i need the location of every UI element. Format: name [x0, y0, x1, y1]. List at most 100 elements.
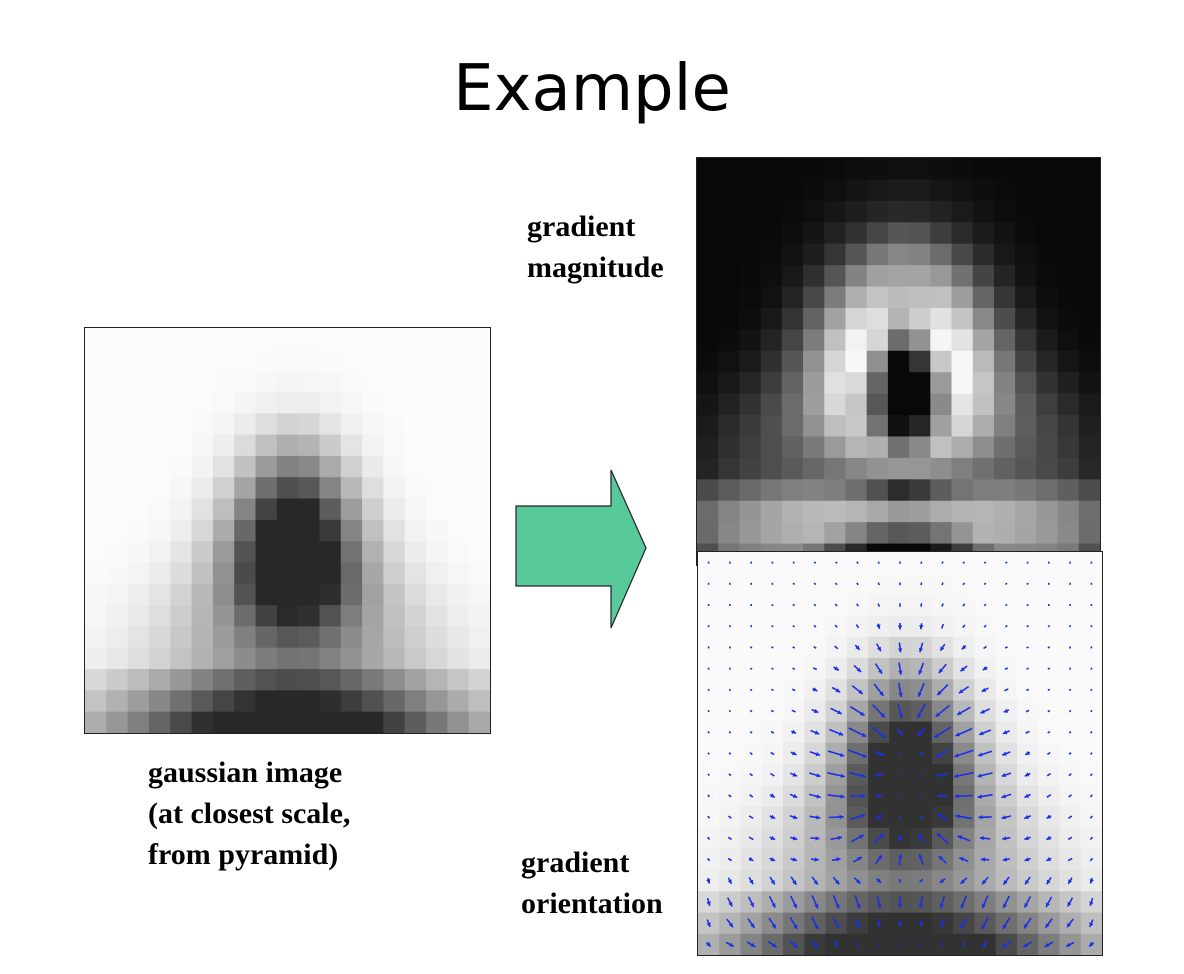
gaussian-pixel: [106, 498, 129, 521]
gaussian-pixel: [170, 541, 193, 564]
orientation-vector-head: [812, 687, 818, 692]
label-line: gradient: [527, 210, 636, 243]
orientation-vector: [941, 603, 944, 607]
magnitude-pixel: [845, 222, 868, 245]
magnitude-pixel: [930, 500, 953, 523]
gaussian-pixel: [404, 647, 427, 670]
gaussian-pixel: [106, 477, 129, 500]
orientation-vector-head: [1024, 923, 1029, 929]
gaussian-pixel: [276, 583, 299, 606]
orientation-vector-head: [876, 922, 881, 927]
magnitude-pixel: [972, 265, 995, 288]
orientation-vector-head: [982, 666, 988, 670]
gaussian-pixel: [447, 477, 470, 500]
orientation-vector: [983, 624, 987, 628]
gaussian-pixel: [298, 477, 321, 500]
gaussian-pixel: [85, 669, 107, 691]
orientation-vector: [748, 815, 754, 819]
magnitude-pixel: [866, 522, 889, 545]
magnitude-pixel: [824, 158, 847, 181]
magnitude-pixel: [866, 479, 889, 502]
orientation-vector: [1067, 857, 1073, 862]
orientation-vector: [728, 730, 732, 734]
magnitude-pixel: [951, 350, 974, 373]
gaussian-pixel: [383, 370, 406, 393]
orientation-vector-head: [957, 835, 963, 840]
orientation-vector: [940, 623, 945, 629]
gaussian-pixel: [426, 541, 448, 564]
gaussian-pixel: [106, 349, 129, 372]
magnitude-pixel: [824, 179, 847, 202]
orientation-vector-head: [978, 815, 983, 820]
gaussian-pixel: [85, 541, 107, 564]
orientation-vector-head: [879, 752, 884, 757]
magnitude-pixel: [909, 222, 931, 245]
orientation-vector: [834, 603, 838, 607]
gaussian-pixel: [383, 498, 406, 521]
gaussian-pixel: [255, 434, 278, 457]
gaussian-pixel: [85, 647, 107, 670]
magnitude-pixel: [1036, 179, 1059, 202]
magnitude-pixel: [697, 457, 719, 480]
magnitude-pixel: [909, 243, 931, 266]
gaussian-pixel: [255, 583, 278, 606]
orientation-vector-head: [954, 773, 959, 778]
caption-line: gaussian image: [148, 756, 343, 789]
magnitude-pixel: [930, 307, 953, 330]
orientation-vector-head: [955, 814, 960, 819]
gradient-magnitude-panel: [696, 157, 1101, 566]
magnitude-pixel: [1015, 243, 1037, 266]
gaussian-pixel: [362, 690, 385, 713]
orientation-vector-head: [860, 711, 865, 716]
orientation-vector-head: [1089, 942, 1094, 947]
gaussian-pixel: [426, 605, 448, 628]
magnitude-pixel: [1057, 393, 1080, 416]
gaussian-pixel: [362, 647, 385, 670]
orientation-vector-head: [770, 857, 776, 862]
orientation-vector: [771, 688, 774, 691]
magnitude-pixel: [718, 415, 741, 438]
gaussian-pixel: [447, 669, 470, 691]
gaussian-pixel: [383, 328, 406, 350]
gaussian-pixel: [255, 413, 278, 436]
orientation-vector-head: [706, 922, 711, 927]
gaussian-pixel: [212, 605, 235, 628]
magnitude-pixel: [993, 415, 1016, 438]
orientation-vector-head: [939, 878, 945, 883]
magnitude-pixel: [781, 372, 804, 395]
magnitude-pixel: [845, 329, 868, 352]
orientation-vector-head: [961, 923, 965, 929]
orientation-vector: [919, 815, 923, 819]
gaussian-pixel: [148, 669, 171, 691]
gaussian-pixel: [468, 711, 490, 733]
gaussian-pixel: [468, 391, 490, 414]
orientation-vector-head: [917, 713, 922, 719]
gaussian-pixel: [170, 626, 193, 649]
orientation-vector-head: [835, 904, 840, 909]
gaussian-pixel: [234, 519, 257, 542]
gaussian-pixel: [148, 647, 171, 670]
gaussian-pixel: [319, 434, 342, 457]
gaussian-pixel: [404, 455, 427, 478]
magnitude-pixel: [697, 286, 719, 309]
orientation-vector-head: [880, 733, 886, 738]
orientation-vector-head: [706, 942, 711, 947]
magnitude-pixel: [1015, 522, 1037, 545]
magnitude-pixel: [803, 436, 825, 459]
magnitude-pixel: [803, 350, 825, 373]
orientation-vector-head: [961, 645, 967, 650]
orientation-vector-head: [879, 691, 884, 696]
magnitude-pixel: [951, 372, 974, 395]
gaussian-pixel: [276, 669, 299, 691]
gaussian-pixel: [426, 669, 448, 691]
magnitude-pixel: [887, 372, 910, 395]
gaussian-pixel: [191, 711, 214, 733]
magnitude-pixel: [909, 158, 931, 181]
orientation-vector-head: [1089, 879, 1094, 884]
magnitude-pixel: [760, 436, 783, 459]
orientation-vector-head: [1046, 902, 1050, 907]
magnitude-pixel: [739, 500, 762, 523]
orientation-vector: [1068, 773, 1072, 777]
orientation-vector-head: [917, 692, 922, 697]
orientation-vector-head: [813, 708, 819, 713]
